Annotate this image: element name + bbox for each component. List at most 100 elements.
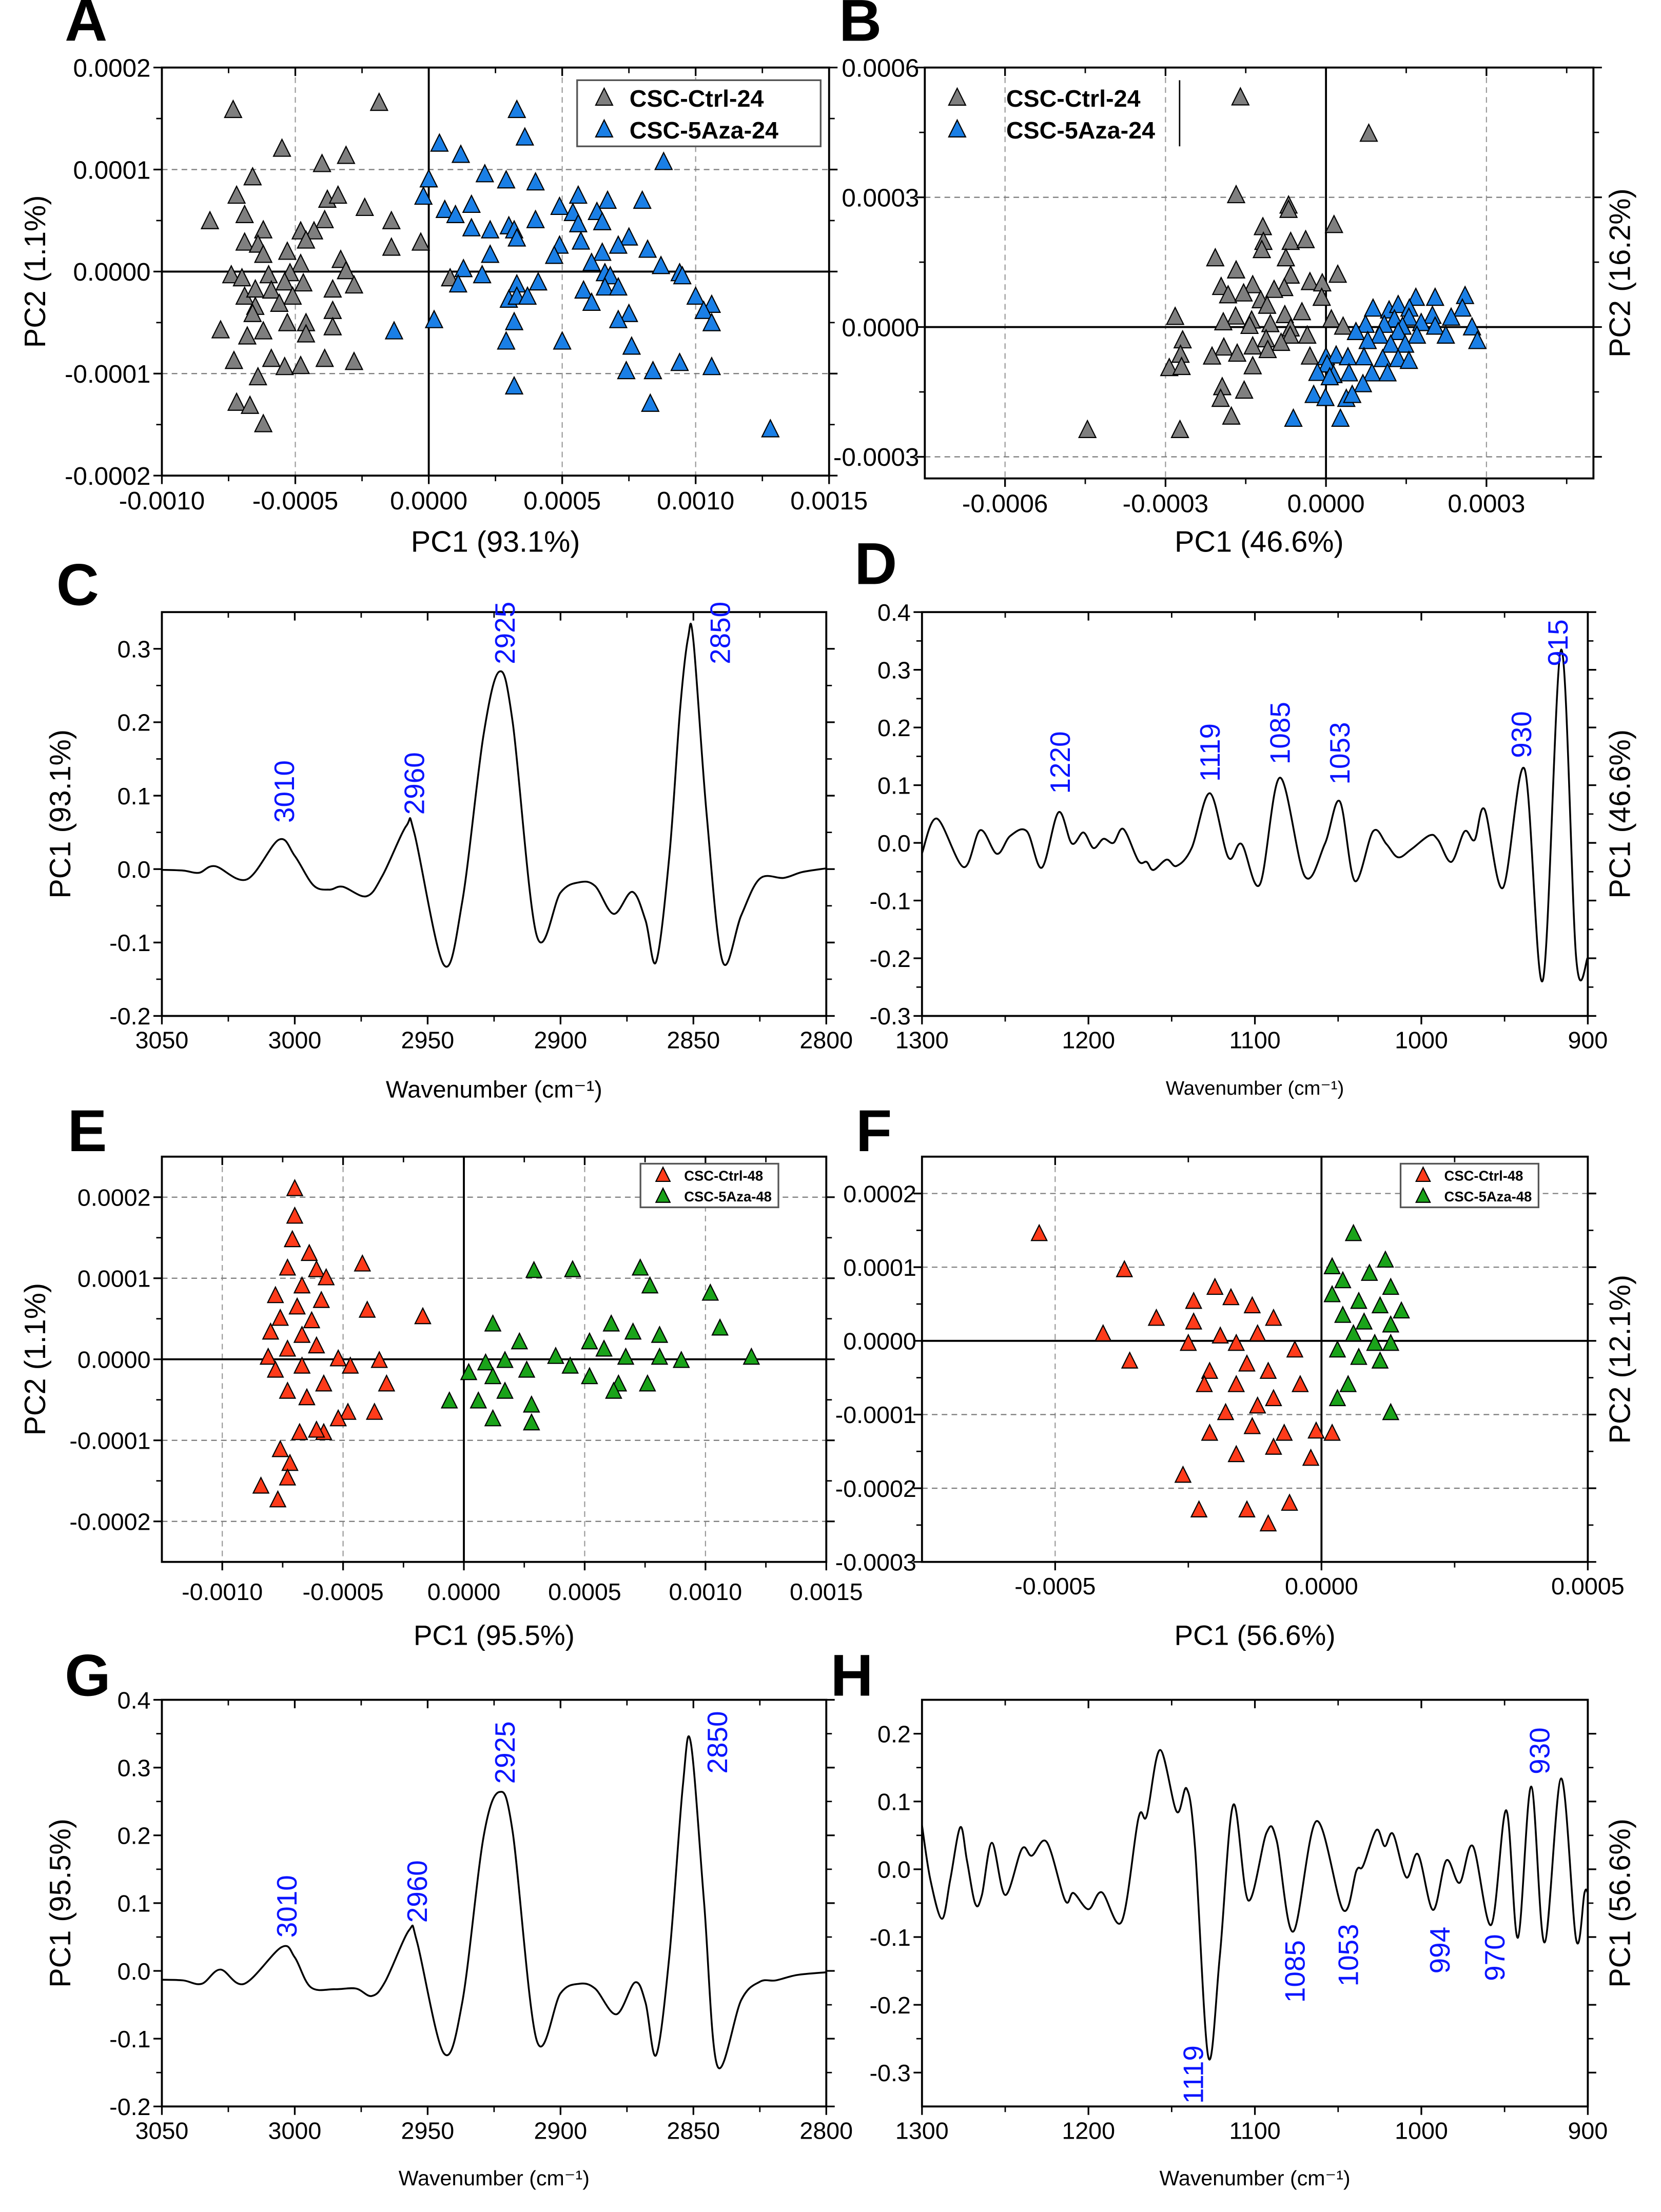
y-axis: 0.4 0.3 0.2 0.1 0.0 -0.1 -0.2 -0.3	[870, 599, 1596, 1030]
y-tick-label: -0.2	[109, 2094, 150, 2120]
data-point-triangle	[1201, 1361, 1219, 1379]
data-point-triangle	[561, 1356, 579, 1374]
data-point-triangle	[569, 185, 588, 204]
legend-marker-icon	[948, 87, 967, 106]
data-point-triangle	[262, 1322, 280, 1340]
data-point-triangle	[384, 321, 404, 340]
data-point-triangle	[1323, 1423, 1341, 1441]
data-point-triangle	[1323, 1257, 1341, 1274]
data-point-triangle	[522, 1413, 540, 1431]
y-tick-label: -0.0001	[65, 360, 150, 388]
peak-annotation: 915	[1542, 619, 1574, 666]
data-point-triangle	[1217, 1403, 1235, 1420]
spectrum-line	[162, 622, 827, 968]
data-point-triangle	[1425, 287, 1445, 306]
data-point-triangle	[341, 1356, 359, 1374]
data-point-triangle	[1468, 330, 1487, 349]
data-point-triangle	[574, 280, 593, 299]
y-tick-label: 0.1	[118, 1890, 151, 1917]
data-point-triangle	[329, 1409, 347, 1427]
data-point-triangle	[711, 1318, 729, 1336]
x-axis-title: Wavenumber (cm⁻¹)	[386, 1076, 602, 1103]
data-point-triangle	[1393, 1301, 1410, 1319]
panel-letter: F	[856, 1098, 892, 1164]
legend-label: CSC-Ctrl-48	[684, 1168, 763, 1183]
data-point-triangle	[355, 197, 374, 216]
data-point-triangle	[1248, 1396, 1266, 1414]
data-point-triangle	[598, 190, 617, 209]
y-axis-title: PC1 (95.5%)	[44, 1819, 77, 1988]
data-point-triangle	[1350, 1291, 1367, 1309]
y-axis-title: PC2 (12.1%)	[1604, 1275, 1637, 1444]
y-tick-label: 0.0002	[73, 54, 151, 82]
peak-annotation: 930	[1523, 1727, 1555, 1774]
x-tick-label: 1200	[1062, 2117, 1115, 2144]
data-point-triangle	[1358, 330, 1377, 349]
data-point-triangle	[1359, 123, 1378, 142]
series-csc-5aza-24	[384, 99, 780, 438]
data-point-triangle	[1243, 1296, 1261, 1314]
data-point-triangle	[742, 1347, 760, 1365]
data-point-triangle	[1240, 315, 1259, 334]
data-point-triangle	[1227, 343, 1247, 362]
y-axis-title: PC2 (1.1%)	[19, 195, 52, 348]
data-point-triangle	[1252, 239, 1272, 259]
data-point-triangle	[1363, 298, 1383, 317]
data-point-triangle	[1165, 306, 1185, 325]
data-point-triangle	[323, 317, 342, 335]
data-point-triangle	[224, 99, 243, 118]
data-point-triangle	[430, 133, 449, 152]
data-point-triangle	[609, 309, 628, 328]
series-csc-ctrl-24	[1078, 87, 1378, 438]
data-point-triangle	[1259, 1361, 1277, 1379]
data-point-triangle	[1378, 363, 1397, 382]
peak-annotation: 1220	[1044, 731, 1076, 794]
x-tick-label: 0.0015	[790, 487, 868, 515]
data-point-triangle	[480, 244, 500, 263]
data-point-triangle	[232, 267, 251, 287]
x-axis-title: PC1 (95.5%)	[414, 1620, 575, 1651]
y-tick-label: 0.0001	[73, 156, 151, 184]
y-tick-label: 0.0002	[77, 1184, 151, 1211]
legend-label: CSC-Ctrl-48	[1444, 1168, 1523, 1183]
legend-marker-icon	[1415, 1187, 1431, 1203]
data-point-triangle	[1243, 356, 1262, 374]
peak-annotation: 2850	[704, 602, 736, 664]
data-point-triangle	[1453, 298, 1472, 317]
x-tick-label: 0.0010	[669, 1578, 742, 1605]
data-point-triangle	[1279, 199, 1298, 218]
x-tick-label: -0.0003	[1123, 489, 1208, 518]
data-point-triangle	[1222, 1288, 1240, 1306]
series-csc-ctrl-48	[1030, 1223, 1341, 1532]
legend-label: CSC-5Aza-48	[1444, 1189, 1532, 1204]
data-point-triangle	[1259, 1514, 1277, 1532]
panels-layer: A-0.0010 -0.0005 0.0000 0.0005 0.0010 0.00150…	[19, 0, 1637, 2190]
data-point-triangle	[1286, 1340, 1304, 1358]
y-tick-label: 0.0002	[843, 1180, 916, 1207]
data-point-triangle	[1373, 348, 1392, 367]
peak-annotation: 1053	[1332, 1924, 1364, 1986]
data-point-triangle	[1408, 325, 1426, 344]
data-point-triangle	[1243, 335, 1262, 355]
data-point-triangle	[1334, 1306, 1352, 1323]
x-tick-label: 0.0000	[427, 1578, 501, 1605]
peak-annotation: 2960	[401, 1860, 433, 1923]
data-point-triangle	[1441, 307, 1461, 326]
data-point-triangle	[544, 245, 564, 264]
data-point-triangle	[462, 218, 481, 236]
data-point-triangle	[638, 1374, 656, 1392]
data-point-triangle	[643, 360, 662, 380]
data-point-triangle	[283, 1230, 301, 1248]
x-tick-label: 0.0003	[1448, 489, 1525, 518]
data-point-triangle	[317, 1268, 335, 1286]
data-point-triangle	[1258, 295, 1277, 314]
data-point-triangle	[1328, 264, 1347, 283]
x-tick-label: 0.0015	[790, 1578, 863, 1605]
x-tick-label: 1100	[1229, 1027, 1280, 1054]
y-tick-label: 0.3	[877, 657, 911, 683]
data-point-triangle	[227, 392, 246, 411]
data-point-triangle	[1355, 1312, 1373, 1330]
data-point-triangle	[1462, 317, 1481, 335]
x-tick-label: 1100	[1229, 2117, 1280, 2144]
data-point-triangle	[522, 1395, 540, 1413]
